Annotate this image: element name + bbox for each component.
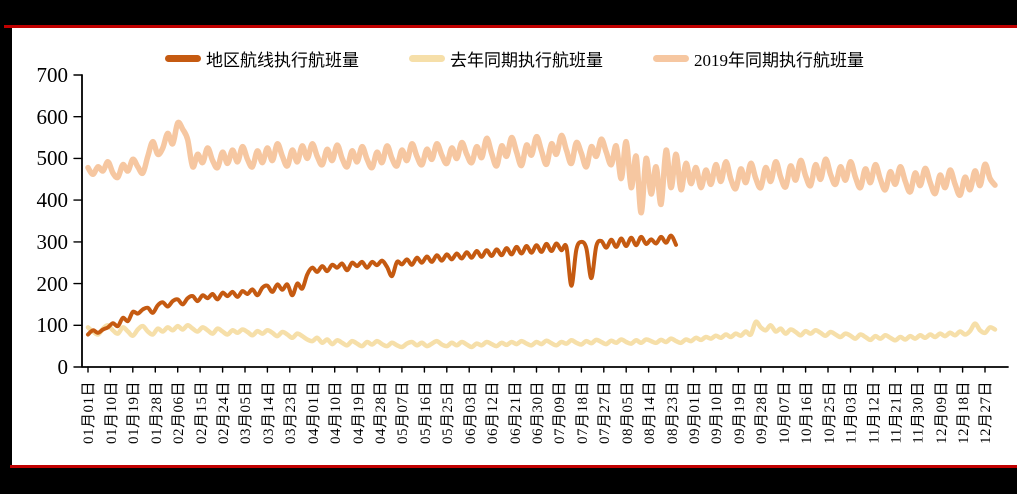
x-tick-label: 12月27日 [978,380,995,444]
legend-label: 2019年同期执行航班量 [694,50,864,70]
legend-label: 去年同期执行航班量 [450,50,603,70]
chart-legend: 地区航线执行航班量 去年同期执行航班量 2019年同期执行航班量 [12,46,1017,71]
y-tick-label: 0 [57,355,69,379]
y-tick-label: 300 [36,229,69,254]
legend-item-2: 2019年同期执行航班量 [653,46,864,71]
legend-swatch-icon [165,54,201,62]
top-red-accent-line [4,25,1017,28]
y-tick-label: 500 [36,146,69,171]
bottom-red-accent-line [10,465,1017,468]
legend-swatch-icon [409,54,445,62]
y-tick-label: 100 [36,313,69,338]
legend-item-1: 去年同期执行航班量 [409,46,603,71]
y-tick-label: 600 [36,104,69,129]
legend-item-0: 地区航线执行航班量 [165,46,359,71]
y-tick-label: 200 [36,271,69,296]
legend-label: 地区航线执行航班量 [206,50,359,70]
x-tick-label-wrap: 12月27日 [945,368,1017,456]
y-tick-label: 400 [36,188,69,213]
legend-swatch-icon [653,54,689,62]
y-tick-label: 700 [36,63,69,87]
top-black-bar [0,0,1017,25]
